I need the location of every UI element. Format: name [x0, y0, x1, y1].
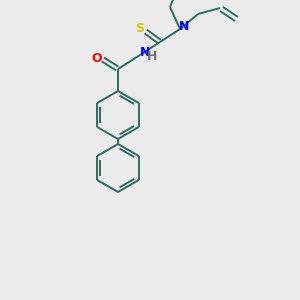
Text: O: O: [92, 52, 102, 64]
Text: N: N: [179, 20, 189, 34]
Text: S: S: [136, 22, 145, 35]
Text: H: H: [147, 50, 157, 64]
Text: N: N: [140, 46, 150, 59]
